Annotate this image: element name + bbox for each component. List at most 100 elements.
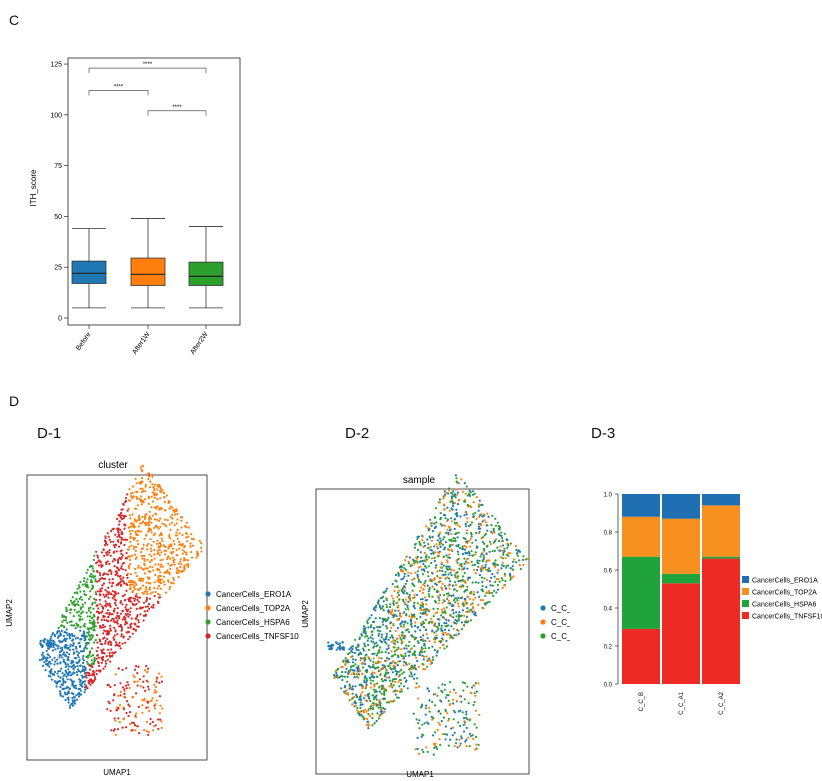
umap-point — [84, 675, 87, 678]
umap-point — [95, 604, 98, 607]
umap-point — [446, 576, 449, 579]
umap-point — [420, 705, 423, 708]
umap-point — [55, 644, 59, 647]
umap-point — [96, 654, 99, 657]
umap-point — [134, 553, 137, 556]
umap-point — [422, 583, 425, 586]
umap-point — [465, 745, 468, 748]
umap-point — [363, 642, 366, 645]
umap-point — [425, 746, 428, 749]
umap-point — [156, 592, 160, 595]
umap-point — [462, 723, 465, 726]
umap-point — [173, 543, 176, 546]
umap-point — [406, 606, 409, 609]
umap-point — [466, 607, 469, 610]
umap-point — [452, 698, 455, 701]
umap-point — [479, 527, 482, 530]
umap-point — [466, 503, 469, 507]
umap-point — [474, 581, 477, 584]
umap-point — [81, 676, 84, 679]
umap-point — [351, 703, 354, 706]
umap-point — [173, 510, 176, 513]
umap-point — [157, 563, 160, 566]
umap-point — [393, 642, 396, 645]
umap-point — [418, 719, 421, 722]
umap-point — [360, 652, 363, 655]
umap-point — [154, 703, 157, 706]
umap-point — [454, 601, 457, 604]
umap-point — [463, 571, 466, 575]
umap-point — [400, 682, 403, 685]
umap-point — [460, 565, 463, 568]
umap-point — [447, 632, 450, 635]
umap-point — [387, 701, 391, 704]
umap-point — [409, 564, 412, 567]
umap-point — [381, 596, 384, 599]
umap-point — [474, 539, 477, 542]
umap-point — [427, 575, 430, 578]
umap-point — [128, 530, 131, 533]
umap-point — [396, 591, 399, 594]
umap-point — [423, 644, 426, 647]
umap-point — [106, 658, 109, 661]
umap-point — [68, 687, 71, 690]
umap-point — [441, 569, 444, 573]
umap-point — [98, 664, 101, 668]
umap-point — [470, 592, 473, 595]
umap-point — [443, 610, 446, 613]
umap-point — [133, 588, 137, 591]
umap-point — [363, 659, 366, 662]
umap-point — [510, 576, 513, 579]
umap-point — [398, 598, 401, 601]
umap-point — [371, 717, 374, 720]
umap-point — [144, 522, 147, 525]
umap-point — [198, 539, 201, 542]
umap-point — [100, 587, 104, 590]
umap-point — [72, 642, 75, 645]
umap-point — [417, 641, 420, 644]
umap-point — [335, 674, 339, 677]
umap-point — [393, 589, 396, 592]
umap-point — [484, 521, 487, 524]
umap-point — [403, 677, 406, 680]
umap-point — [385, 632, 388, 635]
umap-point — [129, 517, 132, 520]
umap-point — [473, 684, 476, 687]
umap-point — [168, 507, 171, 510]
umap-point — [502, 544, 505, 547]
umap-point — [433, 742, 436, 745]
legend-marker — [540, 619, 546, 625]
umap-point — [139, 606, 142, 609]
umap-point — [351, 647, 354, 651]
umap-point — [379, 661, 382, 664]
umap-point — [105, 562, 108, 566]
umap-point — [434, 582, 437, 585]
umap-point — [113, 546, 116, 549]
umap-point — [141, 704, 144, 707]
umap-point — [482, 554, 485, 557]
y-tick-label: 0.8 — [604, 531, 613, 537]
umap-point — [159, 487, 162, 490]
umap-point — [92, 679, 95, 683]
umap-point — [64, 616, 68, 619]
umap-point — [356, 695, 359, 699]
umap-point — [417, 535, 420, 538]
umap-point — [376, 629, 379, 632]
umap-point — [121, 642, 124, 645]
umap-point — [361, 691, 364, 694]
umap-point — [431, 572, 434, 575]
umap-point — [139, 685, 142, 688]
umap-point — [472, 493, 475, 496]
umap-point — [407, 600, 410, 603]
umap-point — [478, 713, 481, 716]
umap-point — [130, 544, 133, 547]
umap-point — [477, 682, 480, 685]
umap-point — [85, 584, 88, 587]
umap-point — [167, 562, 170, 565]
umap-point — [67, 656, 70, 659]
umap-point — [368, 692, 371, 695]
umap-cluster-plot: cluster UMAP2 UMAP1 CancerCells_ERO1ACan… — [5, 460, 299, 777]
umap-point — [360, 684, 363, 687]
umap-point — [367, 637, 370, 640]
umap-point — [94, 601, 97, 604]
